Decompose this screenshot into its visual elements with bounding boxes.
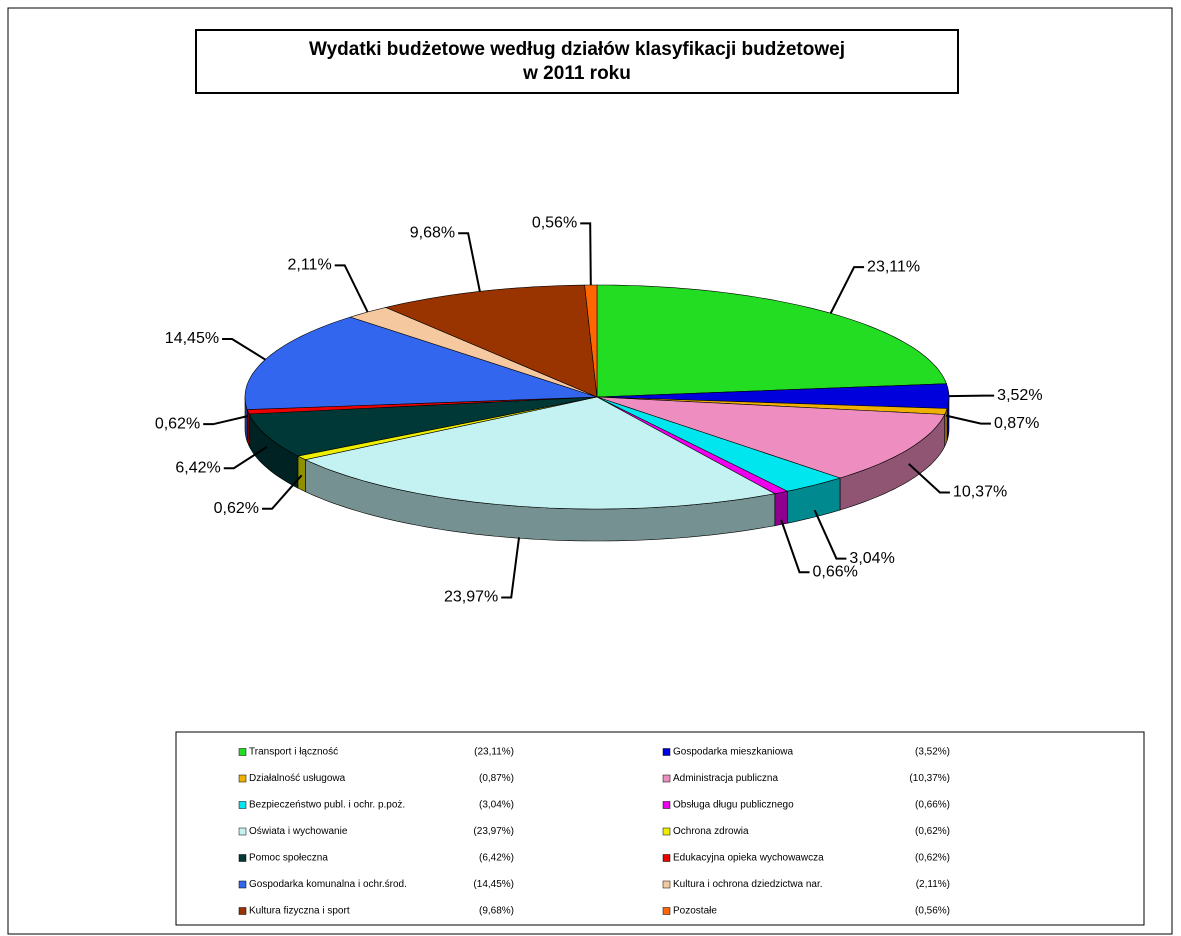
legend-value: (23,11%)	[474, 747, 514, 758]
legend-value: (2,11%)	[916, 879, 950, 890]
chart-title: Wydatki budżetowe według działów klasyfi…	[309, 39, 845, 60]
legend-value: (0,56%)	[915, 906, 950, 917]
data-label: 0,56%	[532, 215, 577, 232]
leader-line	[458, 232, 481, 292]
data-label: 23,97%	[444, 589, 498, 606]
legend-swatch	[662, 801, 671, 809]
slice	[596, 396, 842, 492]
data-label: 0,87%	[994, 415, 1039, 432]
legend-label: Pozostałe	[673, 906, 717, 917]
legend-label: Gospodarka mieszkaniowa	[673, 747, 793, 758]
legend-swatch	[238, 827, 247, 836]
leader-line	[223, 446, 268, 470]
data-label: 9,68%	[410, 225, 455, 242]
leader-line	[262, 474, 303, 510]
legend-label: Transport i łączność	[249, 747, 338, 758]
data-label: 14,45%	[165, 330, 219, 347]
legend-label: Edukacyjna opieka wychowawcza	[673, 853, 824, 864]
legend-swatch	[662, 854, 671, 862]
legend-swatch	[238, 774, 247, 783]
leader-line	[203, 415, 249, 426]
slice	[304, 396, 776, 510]
chart-title: w 2011 roku	[522, 63, 631, 84]
title-box	[195, 29, 959, 94]
leader-line	[945, 414, 991, 425]
data-label: 3,52%	[997, 387, 1042, 404]
legend-box	[175, 731, 1145, 926]
legend-label: Oświata i wychowanie	[249, 826, 348, 837]
legend-swatch	[238, 748, 247, 756]
data-label: 0,62%	[155, 415, 200, 432]
legend-value: (6,42%)	[479, 853, 514, 864]
legend-value: (0,62%)	[915, 826, 950, 837]
data-label: 23,11%	[867, 258, 920, 275]
legend-label: Kultura i ochrona dziedzictwa nar.	[673, 879, 823, 890]
legend-label: Administracja publiczna	[673, 773, 778, 784]
legend-value: (10,37%)	[909, 773, 950, 784]
legend-label: Bezpieczeństwo publ. i ochr. p.poż.	[249, 800, 405, 811]
legend-swatch	[238, 854, 247, 862]
legend-swatch	[662, 907, 671, 915]
legend-value: (0,66%)	[915, 800, 950, 811]
slice	[596, 396, 946, 479]
legend-swatch	[662, 880, 671, 889]
legend-swatch	[238, 880, 247, 889]
slice	[244, 316, 598, 410]
legend-swatch	[238, 907, 247, 915]
data-label: 2,11%	[288, 257, 332, 274]
slice-side	[297, 455, 306, 493]
legend-label: Działalność usługowa	[249, 773, 346, 784]
data-label: 3,04%	[849, 550, 894, 567]
leader-line	[580, 222, 592, 286]
legend-label: Gospodarka komunalna i ochr.środ.	[249, 879, 407, 890]
leader-line	[813, 509, 847, 560]
legend-label: Obsługa długu publicznego	[673, 800, 794, 811]
frame	[7, 7, 1173, 935]
leader-line	[334, 264, 369, 313]
slice	[248, 396, 598, 457]
legend-value: (9,68%)	[479, 906, 514, 917]
leader-line	[501, 537, 521, 599]
legend-label: Pomoc społeczna	[249, 853, 328, 864]
data-label: 0,62%	[214, 500, 259, 517]
legend-swatch	[662, 748, 671, 756]
slice	[596, 383, 950, 409]
legend-swatch	[662, 827, 671, 836]
legend-label: Ochrona zdrowia	[673, 826, 749, 837]
slice	[596, 284, 947, 398]
leader-line	[222, 337, 266, 361]
leader-line	[908, 463, 950, 494]
legend-value: (23,97%)	[473, 826, 514, 837]
legend-value: (0,62%)	[915, 853, 950, 864]
legend-value: (14,45%)	[473, 879, 514, 890]
legend-value: (3,52%)	[915, 747, 950, 758]
leader-line	[948, 394, 995, 398]
legend-swatch	[662, 774, 671, 783]
legend-swatch	[238, 801, 247, 809]
legend-label: Kultura fizyczna i sport	[249, 906, 350, 917]
legend-value: (0,87%)	[479, 773, 514, 784]
data-label: 10,37%	[953, 484, 1007, 501]
data-label: 6,42%	[175, 459, 220, 476]
data-label: 0,66%	[813, 563, 858, 580]
leader-line	[780, 519, 810, 574]
leader-line	[829, 266, 865, 314]
legend-value: (3,04%)	[479, 800, 514, 811]
